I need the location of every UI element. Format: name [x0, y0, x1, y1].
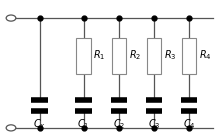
Text: $R_2$: $R_2$ — [129, 49, 141, 63]
Text: $C_1$: $C_1$ — [77, 117, 90, 131]
Text: $C_4$: $C_4$ — [183, 117, 196, 131]
Text: $R_3$: $R_3$ — [164, 49, 176, 63]
FancyBboxPatch shape — [147, 38, 161, 74]
Text: $C_3$: $C_3$ — [148, 117, 160, 131]
Circle shape — [6, 15, 16, 21]
Circle shape — [6, 125, 16, 131]
FancyBboxPatch shape — [112, 38, 126, 74]
FancyBboxPatch shape — [77, 38, 91, 74]
Text: $C_2$: $C_2$ — [113, 117, 125, 131]
Text: $R_1$: $R_1$ — [94, 49, 106, 63]
Text: $C_x$: $C_x$ — [33, 117, 46, 131]
Text: $R_4$: $R_4$ — [199, 49, 212, 63]
FancyBboxPatch shape — [182, 38, 196, 74]
